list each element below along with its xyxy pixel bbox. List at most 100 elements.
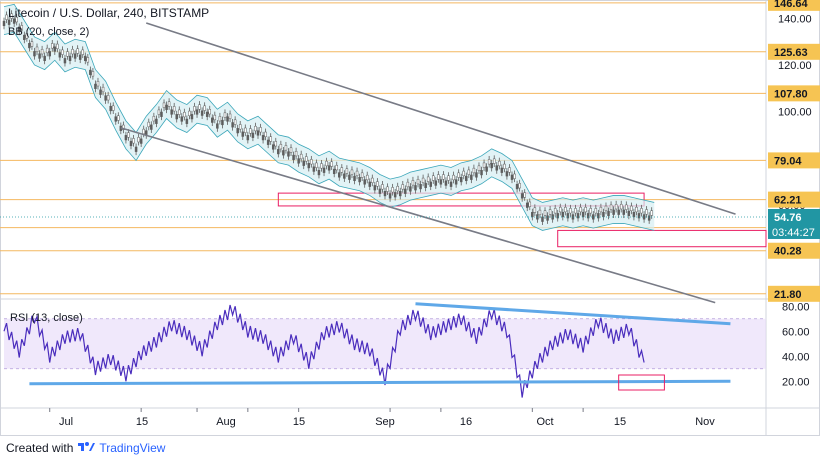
- candle-body: [292, 154, 295, 161]
- candle-body: [338, 172, 341, 178]
- candle-body: [343, 173, 346, 179]
- candle-body: [178, 109, 181, 115]
- candle-body: [274, 141, 278, 147]
- target-zone: [277, 192, 645, 207]
- rsi-line: [3, 304, 645, 398]
- candle-body: [208, 109, 211, 115]
- candle-body: [477, 165, 481, 171]
- candle-body: [43, 55, 46, 61]
- candle-body: [122, 124, 125, 130]
- candle-body: [266, 139, 270, 145]
- price-level-badge-text: 79.04: [774, 155, 802, 167]
- candle-body: [155, 118, 158, 124]
- candle-body: [401, 184, 405, 190]
- candle-body: [353, 175, 356, 182]
- candle-body: [411, 180, 415, 186]
- candle-body: [569, 208, 572, 214]
- price-level-badge: [768, 152, 820, 169]
- candle-body: [78, 54, 82, 60]
- candle-body: [637, 213, 641, 219]
- candle-body: [553, 208, 557, 214]
- candle-body: [622, 209, 626, 215]
- candle-body: [429, 181, 432, 187]
- candle-body: [160, 111, 163, 117]
- candle-body: [81, 49, 84, 55]
- candle-body: [317, 170, 321, 176]
- candle-body: [345, 168, 349, 174]
- candle-body: [231, 122, 234, 128]
- time-axis-tick: Sep: [375, 416, 395, 428]
- candle-body: [426, 176, 430, 182]
- candle-body: [386, 186, 389, 192]
- candle-body: [310, 159, 313, 165]
- candle-body: [271, 144, 275, 150]
- price-level-badge: [768, 191, 820, 208]
- time-axis-tick: Nov: [695, 416, 715, 428]
- candle-body: [205, 111, 209, 117]
- candle-body: [94, 83, 97, 89]
- candle-body: [406, 181, 410, 188]
- candle-body: [647, 215, 651, 221]
- candle-body: [244, 127, 247, 133]
- candle-body: [259, 127, 262, 133]
- candle-body: [320, 163, 323, 169]
- candle-body: [480, 170, 483, 176]
- candle-body: [195, 109, 199, 115]
- candle-body: [381, 184, 384, 190]
- candle-body: [127, 132, 130, 138]
- candle-body: [360, 172, 364, 178]
- price-axis-tick: 140.00: [778, 13, 812, 25]
- candle-body: [632, 211, 636, 218]
- candle-body: [315, 162, 318, 168]
- candle-body: [124, 135, 128, 141]
- candle-body: [391, 187, 394, 193]
- candle-body: [38, 53, 41, 59]
- price-level-badge-text: 125.63: [774, 47, 808, 59]
- candle-body: [579, 206, 582, 213]
- candle-body: [165, 104, 168, 110]
- channel-line: [120, 127, 716, 304]
- candle-body: [261, 135, 265, 141]
- indicator-label: BB (20, close, 2): [8, 26, 89, 38]
- candle-body: [602, 211, 605, 218]
- candle-body: [221, 119, 224, 126]
- candle-body: [226, 116, 229, 122]
- candle-body: [457, 172, 460, 178]
- candle-body: [20, 25, 24, 31]
- candle-body: [416, 179, 420, 185]
- candle-body: [96, 81, 100, 87]
- candle-body: [147, 121, 151, 128]
- candle-body: [424, 182, 427, 189]
- price-level-badge-text: 107.80: [774, 88, 808, 100]
- candle-body: [330, 161, 333, 167]
- candle-body: [264, 131, 267, 137]
- candle-body: [485, 166, 488, 172]
- time-axis-tick: 15: [614, 416, 626, 428]
- tradingview-logo-icon: [77, 440, 96, 455]
- candle-body: [89, 69, 92, 75]
- footer-brand[interactable]: TradingView: [99, 440, 166, 455]
- candle-body: [56, 43, 59, 49]
- candle-body: [322, 167, 326, 173]
- candle-body: [523, 192, 526, 198]
- candle-body: [53, 46, 57, 52]
- candle-body: [459, 177, 463, 183]
- bollinger-upper-line: [3, 3, 655, 203]
- candle-body: [180, 116, 184, 122]
- candle-body: [419, 184, 422, 190]
- candle-body: [396, 185, 399, 192]
- candle-body: [249, 128, 252, 134]
- trading-chart: Litecoin / U.S. Dollar, 240, BITSTAMP BB …: [0, 0, 820, 436]
- candle-body: [294, 151, 298, 157]
- candle-body: [498, 160, 501, 167]
- candle-body: [17, 26, 21, 32]
- channel-line: [145, 22, 736, 215]
- candle-body: [23, 34, 26, 41]
- price-level-badge-text: 21.80: [774, 289, 802, 301]
- price-level-badge-text: 62.21: [774, 195, 802, 207]
- candle-body: [302, 160, 305, 166]
- candle-body: [432, 175, 435, 181]
- rsi-axis-tick: 80.00: [782, 301, 810, 313]
- candle-body: [203, 105, 206, 111]
- candle-body: [228, 113, 232, 119]
